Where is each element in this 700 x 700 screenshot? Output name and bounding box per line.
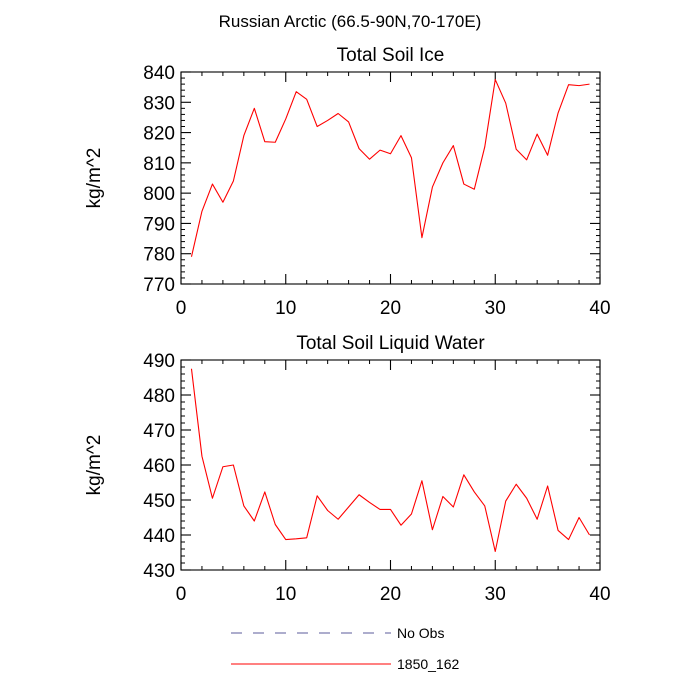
panel-title: Total Soil Liquid Water xyxy=(296,333,485,354)
y-tick-label: 830 xyxy=(143,93,175,114)
y-tick-label: 800 xyxy=(143,184,175,205)
x-tick-label: 20 xyxy=(380,298,401,319)
y-tick-label: 840 xyxy=(143,63,175,84)
y-tick-label: 480 xyxy=(143,386,175,407)
y-tick-label: 490 xyxy=(143,351,175,372)
series-line xyxy=(190,79,590,257)
plot-frame xyxy=(180,359,601,571)
series-line xyxy=(190,368,590,553)
x-tick-label: 10 xyxy=(275,298,296,319)
legend-label: No Obs xyxy=(397,625,444,641)
y-tick-label: 440 xyxy=(143,526,175,547)
y-tick-label: 460 xyxy=(143,456,175,477)
chart-panel-2: 0 10 20 30 40 430 440 450 460 470 480 490 Total Soil… xyxy=(84,333,611,605)
x-tick-label: 0 xyxy=(176,584,187,605)
legend: No Obs 1850_162 xyxy=(231,625,460,672)
y-tick-label: 780 xyxy=(143,245,175,266)
y-axis-label: kg/m^2 xyxy=(84,435,105,496)
y-tick-label: 430 xyxy=(143,561,175,582)
plot-frame xyxy=(180,71,601,285)
chart-panel-1: 0 10 20 30 40 770 780 790 800 810 820 830 840 Total S… xyxy=(84,45,611,319)
x-tick-label: 0 xyxy=(176,298,187,319)
y-axis-label: kg/m^2 xyxy=(84,148,105,209)
x-tick-label: 10 xyxy=(275,584,296,605)
x-tick-label: 40 xyxy=(589,584,610,605)
x-tick-label: 20 xyxy=(380,584,401,605)
legend-label: 1850_162 xyxy=(397,656,460,672)
figure-title: Russian Arctic (66.5-90N,70-170E) xyxy=(218,12,482,31)
x-tick-label: 30 xyxy=(485,298,506,319)
y-tick-label: 450 xyxy=(143,491,175,512)
y-tick-label: 790 xyxy=(143,214,175,235)
x-tick-label: 30 xyxy=(485,584,506,605)
y-tick-label: 810 xyxy=(143,154,175,175)
panel-title: Total Soil Ice xyxy=(337,45,445,66)
y-tick-label: 820 xyxy=(143,124,175,145)
x-tick-label: 40 xyxy=(589,298,610,319)
y-tick-label: 470 xyxy=(143,421,175,442)
y-tick-label: 770 xyxy=(143,275,175,296)
